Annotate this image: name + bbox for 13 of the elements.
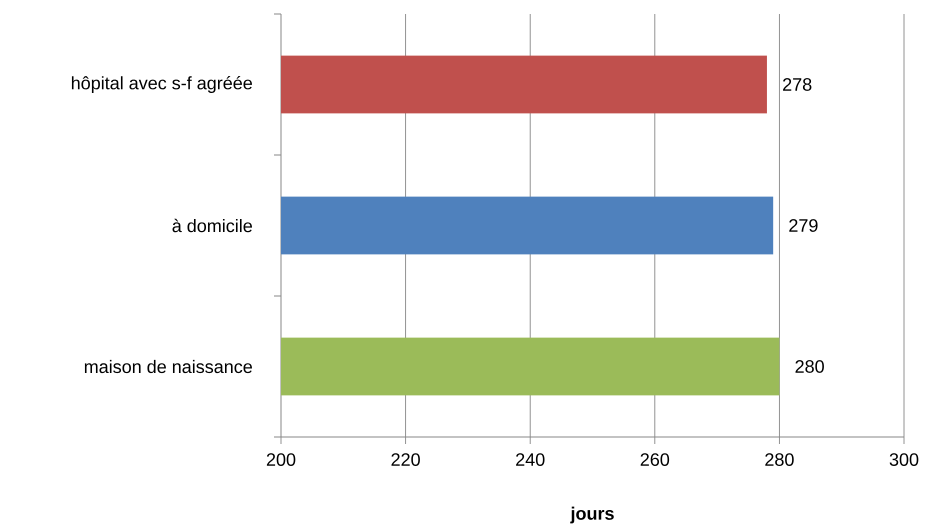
y-tick-label: maison de naissance [84,360,252,374]
data-label: 280 [796,360,824,373]
x-tick-label: 260 [640,453,670,466]
data-label: 278 [783,78,812,91]
y-tick-label: hôpital avec s-f agréée [72,76,252,93]
x-tick-label: 280 [765,453,794,466]
x-tick-label: 200 [266,453,296,466]
x-tick-label: 220 [391,453,420,466]
x-tick-label: 300 [890,453,918,466]
x-tick-label: 240 [516,453,545,466]
data-label: 279 [789,219,818,232]
y-tick-label: à domicile [172,218,252,232]
x-axis-title: jours [570,506,614,524]
